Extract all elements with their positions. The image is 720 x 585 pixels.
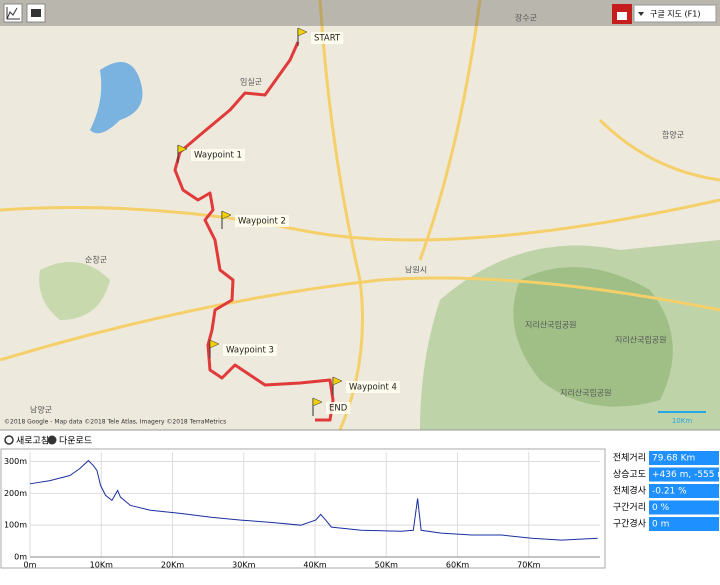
flag: [221, 210, 232, 220]
x-tick-label: 40Km: [303, 561, 326, 570]
waypoint-label: Waypoint 1: [194, 151, 242, 161]
place-label: 장수군: [515, 13, 537, 23]
stat-label: 전체경사: [613, 485, 647, 497]
download-icon: [47, 435, 57, 445]
x-tick-label: 50Km: [375, 561, 398, 570]
y-tick-label: 300m: [4, 457, 27, 466]
place-label: 지리산국립공원: [615, 335, 667, 345]
stat-value: 79.68 Km: [652, 454, 695, 464]
forest: [39, 262, 110, 320]
stat-label: 전체거리: [613, 453, 646, 464]
waypoint-label: Waypoint 4: [349, 383, 397, 393]
place-label: 함양군: [662, 131, 684, 140]
place-label: 임실군: [240, 77, 262, 87]
place-label: 지리산국립공원: [525, 320, 577, 330]
waypoint-label-bg: [346, 381, 400, 393]
map-type-select[interactable]: [633, 4, 717, 23]
route: [173, 41, 335, 422]
stat-value: 0 %: [652, 503, 670, 513]
place-label: 순창군: [85, 256, 107, 265]
flag: [332, 376, 343, 386]
place-label: 지리산국립공원: [560, 388, 612, 398]
waypoint-label: Waypoint 3: [226, 346, 274, 356]
waypoint-label-bg: [326, 402, 351, 414]
place-label: 남원시: [405, 266, 427, 275]
stat-value-box: [649, 467, 719, 482]
stat-value-box: [649, 451, 719, 465]
stat-label: 상승고도: [613, 469, 646, 480]
stat-value-box: [649, 500, 719, 515]
x-tick-label: 60Km: [446, 561, 469, 570]
elevation-line: [29, 459, 598, 541]
flag: [209, 339, 220, 349]
stat-value: 0 m: [652, 520, 669, 530]
place-label: 남양군: [30, 406, 52, 415]
waypoint-label-bg: [223, 344, 277, 356]
y-tick-label: 100m: [4, 521, 27, 530]
chart-icon: [6, 7, 20, 20]
profile-box: [0, 448, 606, 569]
y-tick-label: 200m: [4, 489, 27, 498]
flag: [177, 144, 188, 154]
waypoint-label: END: [329, 404, 348, 414]
stat-value: +436 m, -555 m: [652, 470, 720, 480]
stat-value-box: [649, 484, 719, 498]
waypoint-label-bg: [191, 149, 245, 161]
flag: [312, 397, 323, 407]
lake: [90, 62, 143, 134]
y-tick-label: 0m: [14, 553, 27, 562]
x-tick-label: 10Km: [90, 561, 113, 570]
toolbar: [0, 0, 720, 26]
flag: [297, 27, 308, 37]
stat-value: -0.21 %: [652, 487, 687, 497]
x-tick-label: 0m: [24, 561, 37, 570]
mountain: [513, 267, 673, 407]
waypoint-label: START: [314, 34, 341, 44]
map-type-label: 구글 지도 (F1): [650, 10, 700, 19]
dropdown-arrow: [638, 12, 644, 16]
waypoint-label-bg: [311, 32, 344, 44]
roads: [0, 0, 720, 431]
refresh-icon: [4, 435, 14, 445]
waypoint-label-bg: [235, 215, 289, 227]
scale-label: 10Km: [672, 417, 692, 425]
x-tick-label: 20Km: [161, 561, 184, 570]
stat-value-box: [649, 517, 719, 531]
download-button[interactable]: 다운로드: [59, 436, 92, 447]
lock-icon: [617, 12, 627, 20]
waypoint-label: Waypoint 2: [238, 217, 286, 227]
x-tick-label: 70Km: [517, 561, 540, 570]
x-tick-label: 30Km: [232, 561, 255, 570]
stat-label: 구간거리: [613, 502, 646, 513]
refresh-button[interactable]: 새로고침: [16, 436, 49, 447]
chart-button[interactable]: [3, 3, 23, 23]
attribution: ©2018 Google - Map data ©2018 Tele Atlas…: [4, 419, 226, 426]
stat-label: 구간경사: [613, 518, 647, 530]
image-icon: [31, 9, 41, 17]
